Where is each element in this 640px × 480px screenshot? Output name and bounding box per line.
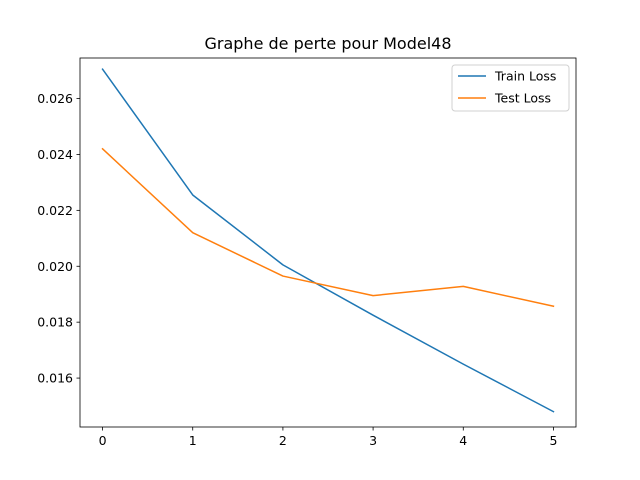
x-tick-label: 5 <box>549 433 557 448</box>
y-tick-label: 0.022 <box>37 203 73 218</box>
legend-label: Train Loss <box>494 69 556 84</box>
y-tick-label: 0.024 <box>37 147 73 162</box>
y-tick-label: 0.020 <box>37 259 73 274</box>
axes-layer: 0 1 2 3 4 5 0.016 0.018 0.020 0.022 0.024 0.026 <box>37 91 557 448</box>
x-tick-label: 2 <box>279 433 287 448</box>
x-tick-label: 3 <box>369 433 377 448</box>
x-tick-label: 0 <box>99 433 107 448</box>
x-tick-label: 4 <box>459 433 467 448</box>
plot-frame <box>79 57 577 428</box>
series-line-test-loss <box>101 147 555 308</box>
series-line-train-loss <box>101 68 555 413</box>
y-tick-label: 0.018 <box>37 315 73 330</box>
series-layer <box>101 68 555 413</box>
legend: Train Loss Test Loss <box>451 64 570 112</box>
x-tick-label: 1 <box>189 433 197 448</box>
legend-label: Test Loss <box>494 91 551 106</box>
y-tick-label: 0.016 <box>37 371 73 386</box>
y-tick-label: 0.026 <box>37 91 73 106</box>
chart-title: Graphe de perte pour Model48 <box>204 34 451 53</box>
plot-area <box>80 58 576 427</box>
